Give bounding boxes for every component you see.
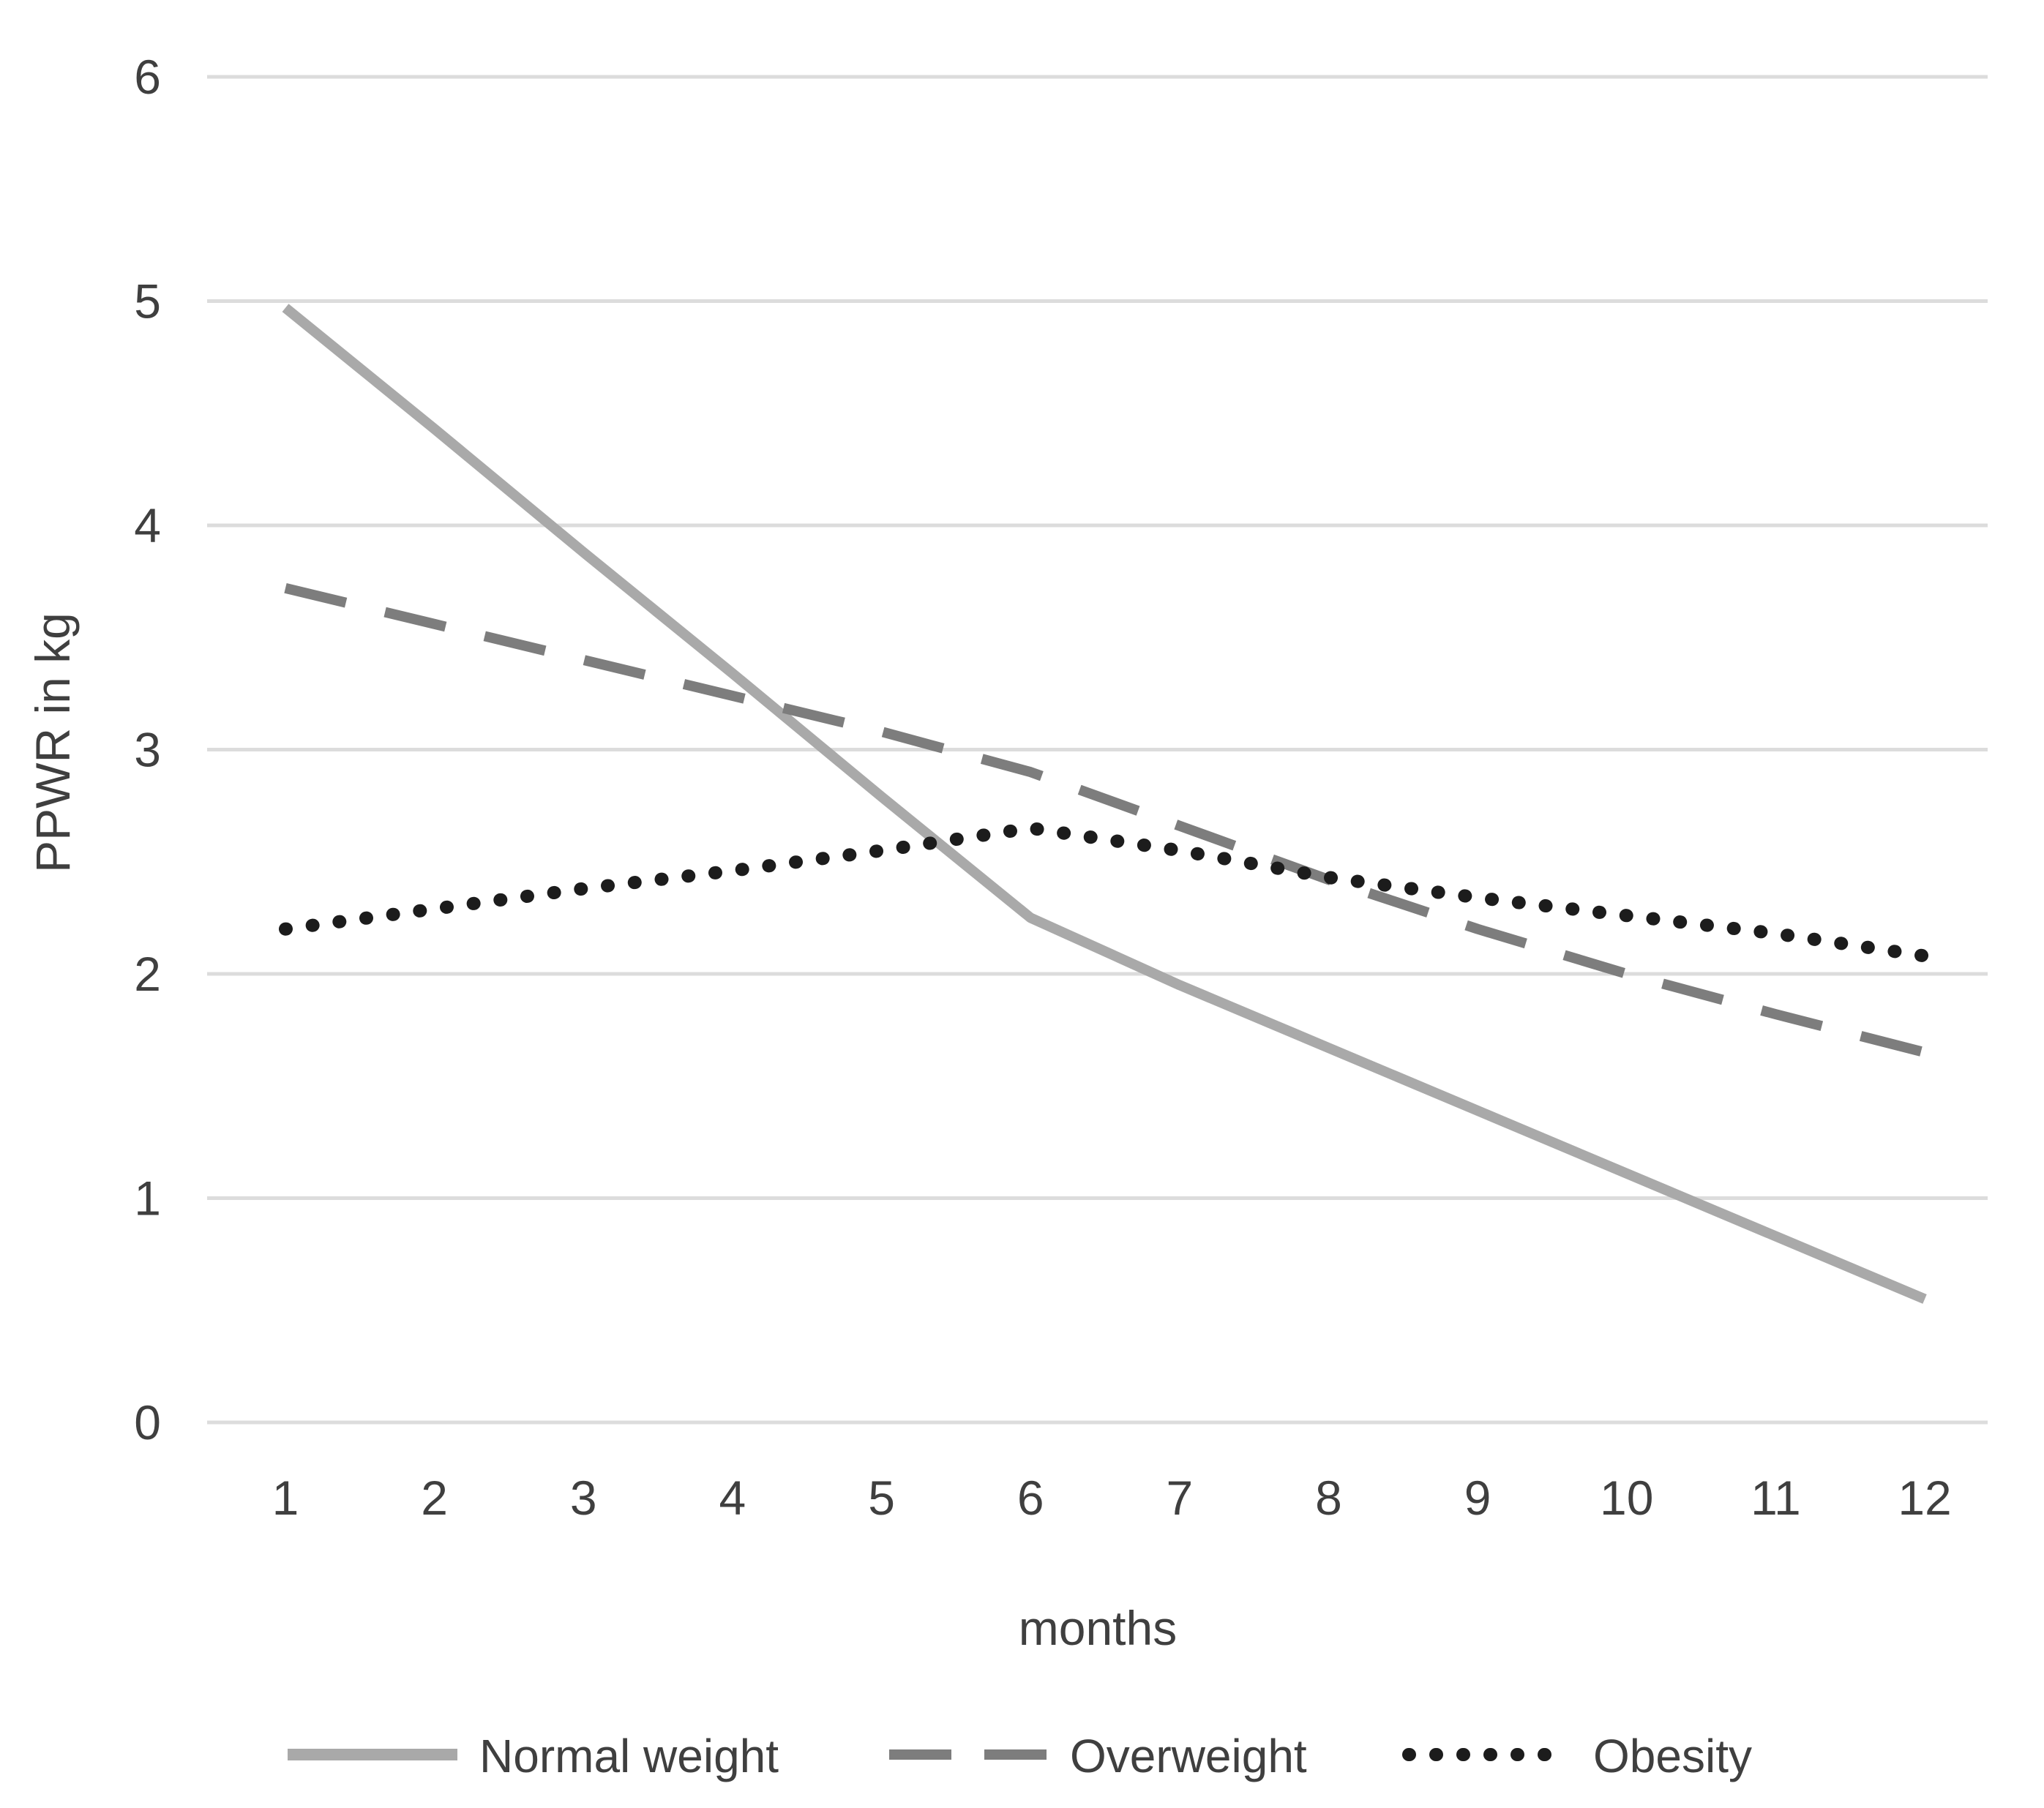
x-tick-label: 9 bbox=[1464, 1471, 1491, 1525]
y-tick-label: 0 bbox=[134, 1395, 161, 1449]
y-tick-label: 1 bbox=[134, 1171, 161, 1226]
x-axis-title: months bbox=[1019, 1601, 1177, 1655]
y-tick-label: 5 bbox=[134, 274, 161, 329]
x-tick-label: 11 bbox=[1751, 1471, 1801, 1525]
series-line-dashed bbox=[284, 583, 1926, 1058]
series-lines bbox=[279, 304, 1932, 1304]
y-tick-label: 4 bbox=[134, 498, 161, 552]
y-axis-title: PPWR in kg bbox=[26, 612, 80, 873]
x-tick-label: 6 bbox=[1017, 1471, 1044, 1525]
y-tick-label: 6 bbox=[134, 50, 161, 104]
legend-label: Normal weight bbox=[479, 1730, 779, 1782]
x-tick-label: 3 bbox=[570, 1471, 597, 1525]
gridlines bbox=[207, 75, 1988, 1425]
series-line-solid bbox=[282, 304, 1927, 1304]
legend-label: Obesity bbox=[1593, 1730, 1752, 1782]
y-axis-tick-labels: 0 1 2 3 4 5 6 bbox=[134, 50, 161, 1449]
legend-label: Overweight bbox=[1070, 1730, 1307, 1782]
series-line-dotted bbox=[279, 821, 1932, 963]
x-tick-label: 2 bbox=[421, 1471, 448, 1525]
x-tick-label: 7 bbox=[1166, 1471, 1193, 1525]
x-axis-tick-labels: 1 2 3 4 5 6 7 8 9 10 11 12 bbox=[272, 1471, 1952, 1525]
x-tick-label: 4 bbox=[719, 1471, 746, 1525]
x-tick-label: 12 bbox=[1898, 1471, 1951, 1525]
x-tick-label: 5 bbox=[868, 1471, 895, 1525]
x-tick-label: 1 bbox=[272, 1471, 299, 1525]
x-tick-label: 10 bbox=[1600, 1471, 1653, 1525]
y-tick-label: 2 bbox=[134, 947, 161, 1001]
legend: Normal weight Overweight Obesity bbox=[288, 1730, 1752, 1782]
y-tick-label: 3 bbox=[134, 723, 161, 777]
x-tick-label: 8 bbox=[1315, 1471, 1342, 1525]
